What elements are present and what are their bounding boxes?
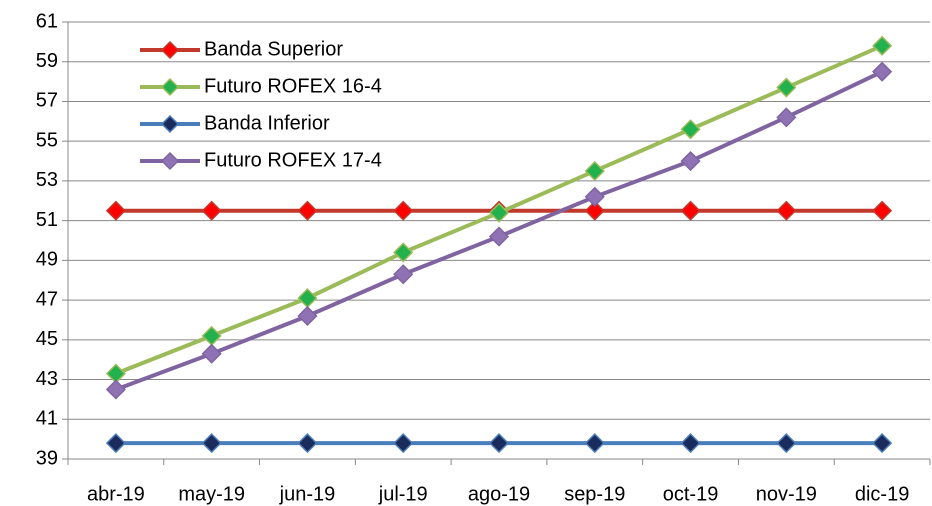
marker — [584, 200, 605, 221]
x-tick-label: oct-19 — [663, 483, 719, 505]
legend-marker — [160, 151, 180, 171]
marker — [297, 305, 318, 327]
y-tick-label: 45 — [36, 328, 58, 350]
y-tick-label: 39 — [36, 447, 58, 469]
marker — [680, 200, 701, 221]
marker — [105, 379, 126, 400]
marker — [488, 202, 510, 223]
marker — [201, 433, 222, 454]
marker — [584, 186, 605, 207]
y-tick-label: 57 — [36, 90, 58, 112]
y-tick-label: 51 — [36, 209, 58, 231]
marker — [872, 433, 893, 454]
legend-marker — [160, 114, 180, 134]
y-tick-label: 53 — [36, 169, 58, 191]
x-tick-label: ago-19 — [468, 483, 530, 505]
marker — [393, 242, 414, 263]
legend-label: Banda Inferior — [204, 112, 330, 134]
marker — [488, 226, 510, 247]
marker — [393, 433, 414, 454]
legend-label: Futuro ROFEX 17-4 — [204, 149, 382, 171]
marker — [680, 119, 701, 140]
x-tick-label: jun-19 — [279, 483, 336, 505]
marker — [872, 61, 893, 82]
x-tick-label: nov-19 — [756, 483, 817, 505]
marker — [776, 107, 797, 128]
marker — [680, 433, 701, 454]
marker — [488, 433, 510, 454]
marker — [201, 343, 222, 364]
x-tick-label: jul-19 — [378, 483, 428, 505]
marker — [584, 160, 605, 182]
y-tick-label: 49 — [36, 249, 58, 271]
marker — [680, 150, 701, 172]
marker — [584, 433, 605, 454]
legend-label: Banda Superior — [204, 38, 343, 60]
x-tick-label: abr-19 — [87, 483, 145, 505]
y-tick-label: 43 — [36, 368, 58, 390]
marker — [872, 200, 893, 221]
marker — [105, 433, 126, 454]
marker — [776, 77, 797, 98]
marker — [105, 200, 126, 221]
legend-marker — [160, 77, 180, 97]
y-tick-label: 59 — [36, 50, 58, 72]
x-tick-label: may-19 — [178, 483, 245, 505]
marker — [201, 200, 222, 221]
legend-marker — [160, 40, 180, 60]
y-tick-label: 47 — [36, 288, 58, 310]
y-tick-label: 41 — [36, 408, 58, 430]
marker — [297, 200, 318, 221]
marker — [297, 288, 318, 309]
x-tick-label: dic-19 — [855, 483, 909, 505]
legend-label: Futuro ROFEX 16-4 — [204, 75, 382, 97]
y-tick-label: 55 — [36, 129, 58, 151]
marker — [776, 433, 797, 454]
marker — [393, 264, 414, 285]
y-tick-label: 61 — [36, 10, 58, 32]
marker — [201, 325, 222, 346]
marker — [393, 200, 414, 221]
marker — [872, 35, 893, 56]
marker — [297, 433, 318, 454]
x-tick-label: sep-19 — [564, 483, 625, 505]
marker — [776, 200, 797, 221]
